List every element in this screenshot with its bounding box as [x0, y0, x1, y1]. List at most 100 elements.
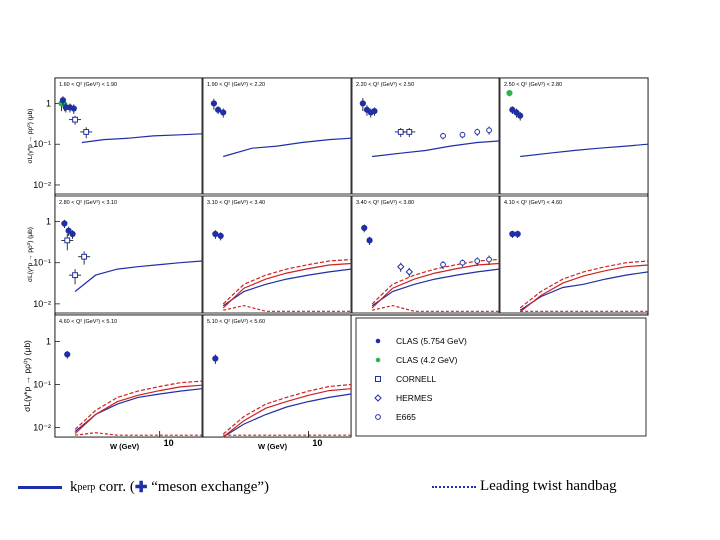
data-point-clas: [70, 105, 77, 112]
chart-panel-3: 2.20 < Q² (GeV²) < 2.50: [351, 77, 500, 195]
data-point-clas: [359, 100, 366, 107]
handbag-band-curve: [222, 262, 352, 309]
data-point-clas: [517, 112, 524, 119]
panel-frame: [202, 314, 352, 438]
data-point-e665: [486, 256, 492, 263]
panel-title: 4.10 < Q² (GeV²) < 4.60: [504, 200, 562, 206]
model-curve: [74, 260, 203, 292]
data-point-e665: [486, 127, 492, 134]
panel-frame: [499, 195, 649, 314]
panel-title: 1.90 < Q² (GeV²) < 2.20: [207, 82, 265, 88]
y-tick-label: 1: [46, 337, 51, 347]
model-curve: [81, 133, 203, 144]
model-curve: [372, 140, 500, 158]
y-axis-label: σL(γ*p → pρ⁰) (μb): [22, 340, 32, 412]
data-point-clas: [61, 220, 68, 227]
data-point-clas: [65, 227, 72, 234]
model-curve: [223, 137, 352, 158]
legend-marker: [375, 338, 381, 344]
legend-label: E665: [396, 412, 416, 422]
data-point-clas: [59, 97, 67, 104]
panel-title: 3.40 < Q² (GeV²) < 3.80: [356, 200, 414, 206]
y-tick-label: 1: [46, 217, 51, 227]
plus-icon: ✚: [134, 480, 148, 496]
handbag-curve: [74, 380, 203, 430]
legend-label: CORNELL: [396, 374, 436, 384]
data-point-cornell: [406, 129, 413, 135]
caption-k: k: [70, 479, 78, 495]
panel-title: 2.80 < Q² (GeV²) < 3.10: [59, 200, 117, 206]
y-tick-label: 10⁻¹: [33, 258, 51, 268]
chart-panel-6: 3.10 < Q² (GeV²) < 3.40: [202, 195, 352, 314]
data-point-cornell: [81, 253, 88, 260]
model-curve: [222, 268, 352, 307]
data-point-e665: [440, 132, 446, 139]
y-axis-label: σL(γ*p → pρ⁰) (μb): [26, 227, 34, 282]
data-point-e665: [440, 261, 446, 268]
data-point-clas: [212, 230, 219, 238]
chart-panel-7: 3.40 < Q² (GeV²) < 3.80: [351, 195, 500, 314]
handbag-band-curve: [519, 264, 649, 313]
legend-marker: [374, 394, 382, 402]
dotted-line-swatch: [432, 485, 476, 488]
chart-legend: CLAS (5.754 GeV) CLAS (4.2 GeV) CORNELL HER…: [355, 317, 647, 437]
panel-title: 3.10 < Q² (GeV²) < 3.40: [207, 200, 265, 206]
y-tick-label: 10⁻¹: [33, 379, 51, 389]
cross-section-figure: 1 10⁻¹ 10⁻² 1.60 < Q² (GeV²) < 1.90 1.90 < Q…: [22, 77, 649, 451]
data-point-clas: [371, 107, 378, 115]
panel-title: 4.60 < Q² (GeV²) < 5.10: [59, 319, 117, 325]
caption-handbag: Leading twist handbag: [432, 478, 617, 495]
data-point-clas: [513, 109, 520, 116]
model-curve: [520, 143, 649, 158]
caption-perp-subscript: perp: [77, 482, 96, 493]
data-point-clas: [210, 100, 218, 107]
data-point-e665: [474, 258, 481, 264]
handbag-component-curve: [223, 304, 351, 312]
data-point-cornell: [72, 116, 78, 123]
model-curve: [222, 393, 352, 438]
panel-title: 2.20 < Q² (GeV²) < 2.50: [356, 82, 414, 88]
panel-frame: [202, 77, 352, 195]
legend-frame: [355, 317, 647, 437]
handbag-curve: [222, 258, 352, 305]
x-axis-label: W (GeV): [258, 442, 288, 451]
legend-label: CLAS (4.2 GeV): [396, 355, 458, 365]
x-tick-label: 10: [164, 438, 174, 448]
chart-panel-9: 1 10⁻¹ 10⁻² 4.60 < Q² (GeV²) < 5.10 10 W (GeV…: [33, 314, 203, 451]
data-point-clas: [217, 232, 224, 239]
data-point-clas: [214, 106, 222, 113]
model-curve: [371, 268, 500, 307]
legend-marker: [375, 357, 381, 363]
data-point-hermes: [397, 263, 405, 271]
panel-frame: [499, 77, 649, 195]
chart-panel-5: 1 10⁻¹ 10⁻² 2.80 < Q² (GeV²) < 3.10: [33, 195, 203, 314]
data-point-clas: [509, 230, 516, 238]
data-point-clas: [361, 224, 368, 232]
y-tick-label: 10⁻²: [33, 422, 51, 432]
y-axis-label: σL(γ*p → pρ⁰) (μb): [26, 109, 34, 164]
x-axis-label: W (GeV): [110, 442, 140, 451]
y-tick-label: 10⁻²: [33, 180, 51, 190]
chart-panel-8: 4.10 < Q² (GeV²) < 4.60: [499, 195, 649, 314]
legend-label: HERMES: [396, 393, 433, 403]
handbag-band-curve: [74, 384, 203, 435]
data-point-cornell: [397, 129, 404, 135]
panel-title: 5.10 < Q² (GeV²) < 5.60: [207, 319, 265, 325]
panel-title: 2.50 < Q² (GeV²) < 2.80: [504, 82, 562, 88]
legend-label: CLAS (5.754 GeV): [396, 336, 467, 346]
model-curve: [519, 271, 649, 311]
data-point-clas: [514, 230, 521, 238]
panel-frame: [351, 195, 500, 314]
solid-line-swatch: [18, 486, 62, 489]
y-tick-label: 1: [46, 98, 51, 108]
panel-frame: [351, 77, 500, 195]
handbag-component-curve: [75, 432, 202, 436]
caption-handbag-label: Leading twist handbag: [480, 478, 617, 494]
panel-frame: [54, 195, 203, 314]
data-point-hermes: [405, 268, 413, 276]
chart-panel-2: 1.90 < Q² (GeV²) < 2.20: [202, 77, 352, 195]
data-point-cornell: [83, 129, 90, 135]
x-tick-label: 10: [312, 438, 322, 448]
y-tick-label: 10⁻¹: [33, 139, 51, 149]
caption-meson-exchange: “meson exchange”): [147, 479, 270, 495]
